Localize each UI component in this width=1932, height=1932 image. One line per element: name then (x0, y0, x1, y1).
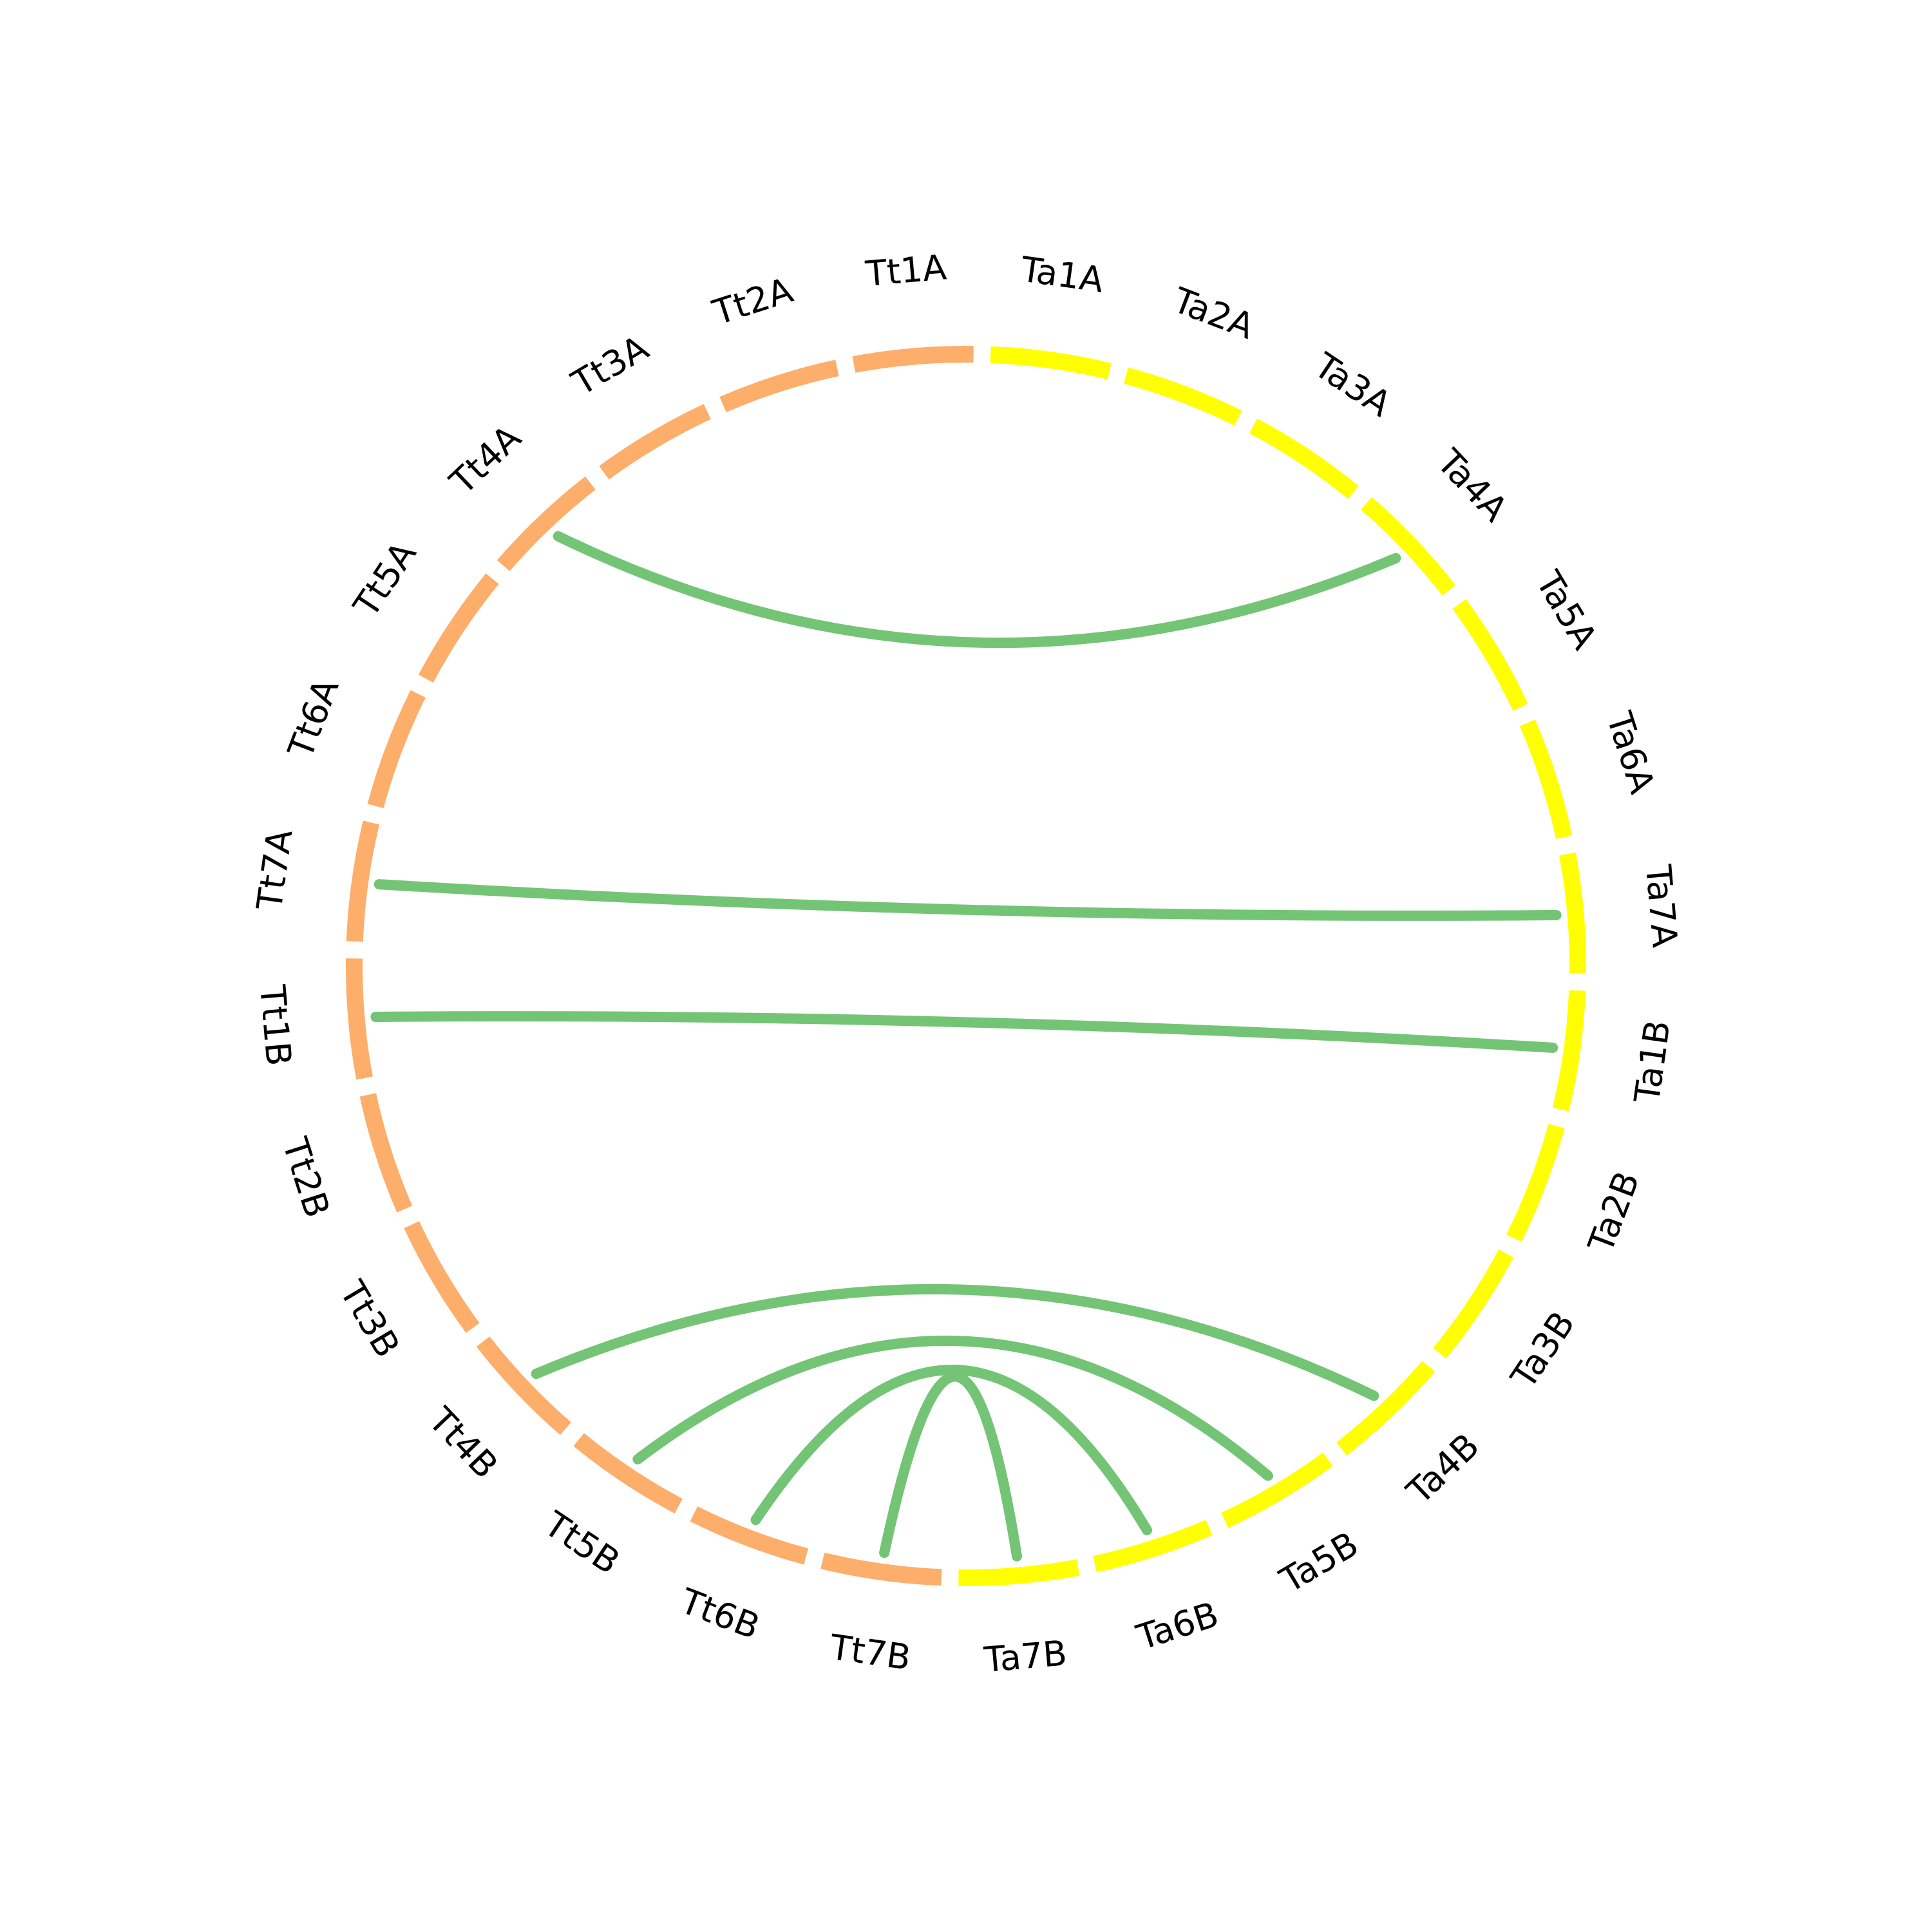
segment-label-tt2b: Tt2B (274, 1132, 338, 1222)
segment-label-ta6b: Ta6B (1132, 1594, 1224, 1658)
segment-label-tt6a: Tt6A (280, 673, 347, 764)
segment-label-ta3a: Ta3A (1307, 345, 1399, 424)
segment-tt7a (346, 820, 380, 942)
segment-label-ta3b: Ta3B (1503, 1304, 1583, 1396)
segment-tt2a (719, 359, 839, 413)
segment-ta3a (1249, 418, 1359, 499)
segment-ta7a (1559, 852, 1586, 974)
segment-ta4b (1336, 1361, 1435, 1456)
segment-label-tt6b: Tt6B (674, 1580, 765, 1647)
segment-tt3b (404, 1221, 480, 1333)
link-tt7a-ta7a (374, 879, 1562, 921)
link-tt4a-ta4a (553, 531, 1401, 649)
segment-tt2b (359, 1093, 413, 1213)
link-tt5b-ta5b (632, 1335, 1273, 1481)
segment-label-ta2b: Ta2B (1580, 1166, 1647, 1258)
segment-label-tt4a: Tt4A (442, 417, 529, 503)
segment-tt1b (346, 958, 373, 1080)
segment-label-ta5a: Ta5A (1528, 564, 1605, 656)
segment-label-ta6a: Ta6A (1598, 706, 1663, 799)
segment-tt5b (573, 1433, 683, 1514)
segment-label-tt3a: Tt3A (565, 327, 656, 404)
segment-ta6a (1519, 719, 1573, 839)
segment-label-tt7b: Tt7B (827, 1627, 913, 1678)
segment-ta1a (990, 346, 1112, 380)
segment-label-ta1b: Ta1B (1627, 1018, 1678, 1106)
segment-label-ta7b: Ta7B (982, 1633, 1068, 1680)
segment-label-tt4b: Tt4B (421, 1399, 506, 1486)
link-tt6b-ta6b (750, 1365, 1153, 1536)
segment-label-tt5a: Tt5A (345, 535, 424, 625)
segment-tt5a (418, 573, 499, 683)
segment-label-ta5b: Ta5B (1273, 1524, 1365, 1601)
link-tt4b-ta4b (531, 1283, 1379, 1401)
segment-label-ta4a: Ta4A (1428, 441, 1515, 529)
segment-ta2a (1123, 367, 1242, 426)
links-layer (370, 531, 1562, 1562)
segment-tt4a (497, 476, 596, 571)
segment-label-tt2a: Tt2A (708, 270, 798, 334)
link-tt7b-ta7b (879, 1371, 1023, 1562)
segment-ta3b (1433, 1249, 1514, 1359)
segment-ta1b (1552, 990, 1586, 1112)
segment-tt7b (820, 1552, 942, 1586)
segment-tt6b (690, 1506, 809, 1565)
segment-tt1a (852, 346, 974, 373)
segment-ta4a (1361, 497, 1456, 596)
segment-label-tt1b: Tt1B (252, 983, 299, 1068)
segment-label-ta1a: Ta1A (1018, 249, 1106, 300)
segment-label-ta4b: Ta4B (1399, 1426, 1487, 1513)
segments-layer (346, 346, 1586, 1586)
segment-label-tt7a: Tt7A (249, 827, 301, 913)
segment-label-tt5b: Tt5B (536, 1503, 627, 1582)
segment-ta7b (958, 1559, 1080, 1586)
segment-label-tt3b: Tt3B (332, 1274, 408, 1365)
link-tt1b-ta1b (370, 1011, 1558, 1053)
segment-label-ta2a: Ta2A (1167, 279, 1259, 347)
segment-ta2b (1506, 1123, 1565, 1242)
segment-label-tt1a: Tt1A (864, 247, 948, 294)
segment-tt3a (599, 404, 711, 480)
segment-ta6b (1093, 1519, 1213, 1573)
segment-label-ta7a: Ta7A (1638, 862, 1685, 949)
segment-tt4b (476, 1336, 571, 1435)
segment-ta5b (1221, 1452, 1333, 1528)
segment-tt6a (367, 690, 426, 809)
segment-ta5a (1452, 599, 1528, 711)
